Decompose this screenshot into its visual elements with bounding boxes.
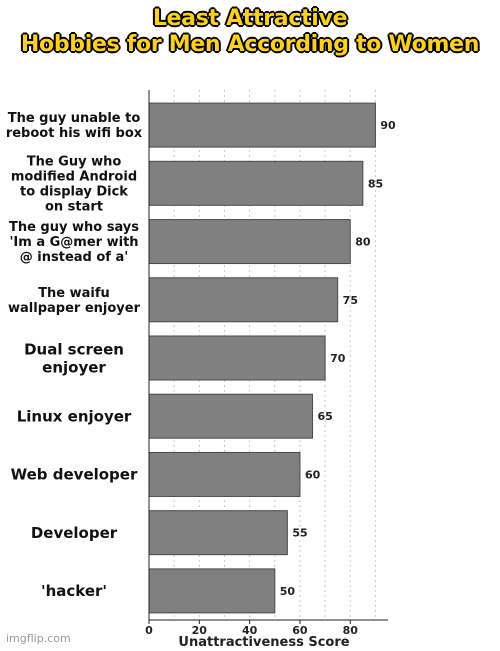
- value-labels: 90 85 80 75 70 65 60 55 50: [280, 119, 396, 598]
- chart-title-line-2: Hobbies for Men According to Women: [20, 32, 480, 57]
- bar: [148, 451, 301, 497]
- category-label-line: reboot his wifi box: [6, 126, 143, 141]
- category-label: Dual screen enjoyer: [24, 340, 124, 376]
- x-tick-label: 60: [292, 624, 308, 637]
- category-label-line: Dual screen: [24, 340, 124, 358]
- value-label: 60: [305, 468, 321, 481]
- category-label-line: The guy unable to: [8, 111, 141, 126]
- category-label-line: Linux enjoyer: [17, 407, 132, 425]
- bar: [148, 219, 351, 265]
- value-label: 85: [368, 177, 383, 190]
- category-label-line: wallpaper enjoyer: [8, 301, 141, 316]
- bar: [148, 102, 376, 148]
- category-label: The waifu wallpaper enjoyer: [8, 286, 141, 316]
- category-label: The Guy who modified Android to display Di…: [11, 154, 137, 214]
- x-tick-label: 0: [145, 624, 153, 637]
- value-label: 75: [343, 294, 358, 307]
- category-label-line: 'hacker': [41, 582, 107, 600]
- x-tick-label: 80: [343, 624, 359, 637]
- category-label-line: The Guy who: [27, 154, 122, 169]
- bar: [148, 568, 276, 614]
- category-label-line: to display Dick: [20, 184, 128, 199]
- bars-layer: [148, 102, 376, 614]
- category-label-line: Developer: [31, 524, 118, 542]
- x-axis: 0 20 40 60 80: [145, 90, 388, 637]
- watermark: imgflip.com: [6, 632, 71, 645]
- value-label: 65: [318, 410, 333, 423]
- category-label-line: Web developer: [11, 466, 138, 484]
- value-label: 90: [380, 119, 396, 132]
- category-label: Web developer: [11, 466, 138, 484]
- chart-title: Least Attractive Hobbies for Men Accordi…: [0, 6, 500, 58]
- bar: [148, 277, 339, 323]
- category-label-line: 'Im a G@mer with: [9, 235, 138, 250]
- category-label-line: @ instead of a': [20, 250, 128, 265]
- category-label: The guy unable to reboot his wifi box: [6, 111, 143, 141]
- category-label: Linux enjoyer: [17, 407, 132, 425]
- bar: [148, 335, 326, 381]
- value-label: 50: [280, 585, 296, 598]
- category-labels: The guy unable to reboot his wifi boxThe …: [6, 111, 143, 600]
- category-label-line: modified Android: [11, 169, 137, 184]
- category-label: The guy who says 'Im a G@mer with @ instea…: [9, 220, 139, 265]
- category-label-line: enjoyer: [42, 358, 106, 376]
- bar: [148, 510, 288, 556]
- category-label-line: on start: [45, 199, 103, 214]
- value-label: 80: [355, 236, 371, 249]
- category-label-line: The guy who says: [9, 220, 139, 235]
- value-label: 70: [330, 352, 346, 365]
- category-label: Developer: [31, 524, 118, 542]
- bar: [148, 393, 314, 439]
- category-label: 'hacker': [41, 582, 107, 600]
- value-label: 55: [292, 527, 307, 540]
- x-tick-label: 20: [192, 624, 208, 637]
- bar: [148, 160, 364, 206]
- x-tick-label: 40: [242, 624, 258, 637]
- x-axis-title: Unattractiveness Score: [178, 635, 349, 650]
- category-label-line: The waifu: [38, 286, 110, 301]
- chart-title-line-1: Least Attractive: [152, 6, 348, 31]
